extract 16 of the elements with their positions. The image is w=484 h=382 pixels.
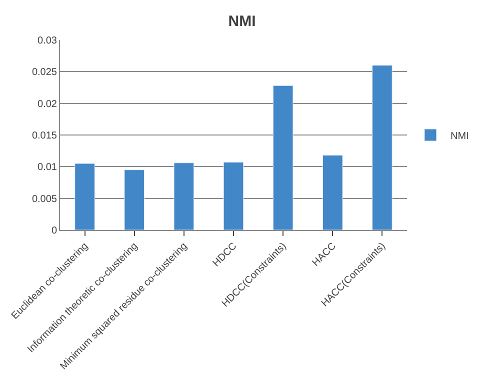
y-tick-label: 0 <box>51 226 58 236</box>
bar <box>372 65 392 230</box>
legend-label: NMI <box>450 130 469 142</box>
bar <box>223 162 244 230</box>
y-tick-label: 0.02 <box>38 98 58 110</box>
bar <box>322 155 343 230</box>
y-tick-label: 0.005 <box>32 194 58 205</box>
y-tick-label: 0.015 <box>32 130 58 142</box>
bar <box>124 170 145 230</box>
bar <box>174 162 194 230</box>
y-tick-label: 0.01 <box>38 162 58 174</box>
bar <box>272 85 294 230</box>
bar <box>74 163 95 230</box>
y-tick-label: 0.025 <box>32 67 58 78</box>
y-tick-label: 0.03 <box>38 36 58 46</box>
chart-title: NMI <box>228 12 256 30</box>
